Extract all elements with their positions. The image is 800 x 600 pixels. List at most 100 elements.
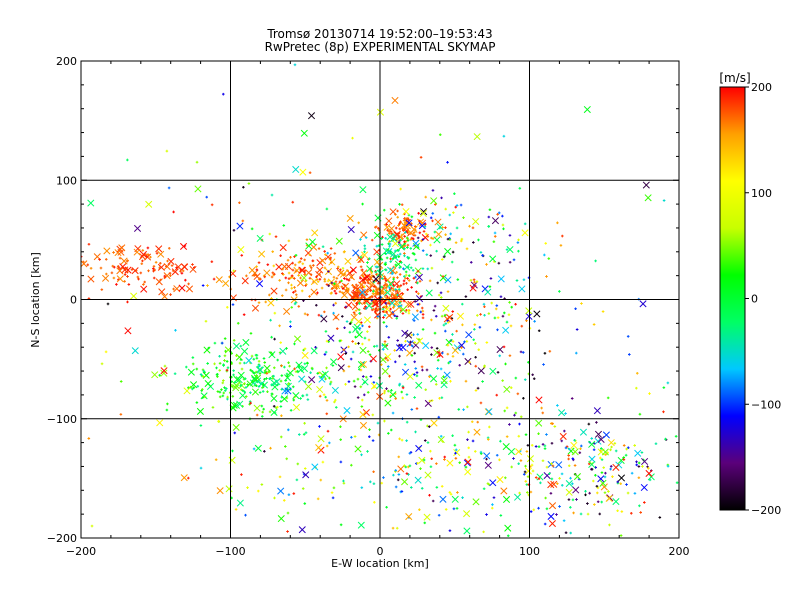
data-point-plus <box>152 269 155 273</box>
data-point-plus <box>564 531 568 534</box>
data-point-plus <box>363 247 367 250</box>
data-point-x <box>444 276 452 284</box>
data-point-plus <box>354 335 357 339</box>
data-point-plus <box>386 365 390 368</box>
data-point-plus <box>205 195 209 199</box>
data-point-plus <box>218 395 222 399</box>
data-point-plus <box>619 534 623 537</box>
data-point-plus <box>280 374 284 377</box>
data-point-plus <box>380 285 384 289</box>
data-point-x <box>469 284 477 292</box>
data-point-x <box>410 225 418 233</box>
data-point-plus <box>350 318 354 322</box>
data-point-plus <box>572 511 575 515</box>
data-point-plus <box>504 476 507 480</box>
data-point-plus <box>567 457 570 461</box>
data-point-plus <box>368 353 372 356</box>
data-point-plus <box>386 358 390 362</box>
data-point-plus <box>183 244 187 248</box>
data-point-plus <box>324 350 328 354</box>
data-point-plus <box>333 282 336 285</box>
data-point-plus <box>175 266 178 269</box>
data-point-x <box>439 495 447 503</box>
data-point-plus <box>495 393 499 397</box>
data-point-plus <box>402 299 406 303</box>
data-point-x <box>330 358 338 366</box>
y-tick-label: 200 <box>56 55 77 68</box>
data-point-plus <box>415 371 419 374</box>
data-point-x <box>489 367 497 375</box>
data-point-plus <box>389 428 393 432</box>
data-point-plus <box>341 291 344 295</box>
data-point-plus <box>407 218 410 221</box>
data-point-plus <box>467 455 471 459</box>
data-point-plus <box>472 278 476 282</box>
y-tick-label: −200 <box>47 532 77 545</box>
data-point-plus <box>440 314 444 318</box>
data-point-plus <box>316 497 320 501</box>
data-point-plus <box>545 507 549 511</box>
data-point-x <box>310 243 318 251</box>
data-point-plus <box>409 266 413 270</box>
data-point-x <box>647 473 655 481</box>
data-point-plus <box>469 261 473 264</box>
data-point-plus <box>294 269 298 273</box>
data-point-plus <box>293 277 296 280</box>
data-point-plus <box>398 227 402 231</box>
data-point-x <box>405 331 413 339</box>
data-point-plus <box>499 439 502 443</box>
data-point-plus <box>541 459 545 463</box>
data-point-plus <box>561 234 564 238</box>
data-point-plus <box>303 362 307 366</box>
data-point-plus <box>327 284 331 288</box>
data-point-plus <box>446 319 450 323</box>
data-point-plus <box>453 443 457 447</box>
data-point-plus <box>302 348 305 352</box>
data-point-plus <box>397 455 401 459</box>
data-point-plus <box>333 400 336 404</box>
data-point-plus <box>361 342 364 346</box>
data-point-plus <box>556 221 559 225</box>
data-point-plus <box>172 287 175 291</box>
data-point-x <box>242 338 250 346</box>
data-point-plus <box>510 305 514 309</box>
data-point-x <box>360 251 369 259</box>
data-point-x <box>477 367 485 375</box>
data-point-plus <box>320 286 324 290</box>
data-point-x <box>533 310 541 318</box>
data-point-plus <box>308 276 312 280</box>
data-point-x <box>216 487 224 495</box>
data-point-plus <box>410 333 413 337</box>
data-point-plus <box>392 233 396 237</box>
data-point-plus <box>431 237 435 240</box>
data-point-plus <box>329 247 333 250</box>
data-point-plus <box>167 246 171 250</box>
data-point-x <box>194 185 202 193</box>
data-point-plus <box>418 508 421 512</box>
data-point-x <box>315 444 323 452</box>
data-point-plus <box>391 411 395 415</box>
data-point-plus <box>273 272 276 276</box>
data-point-x <box>385 312 393 320</box>
data-point-plus <box>290 306 294 309</box>
data-point-plus <box>666 381 670 385</box>
data-point-plus <box>526 475 530 478</box>
data-point-plus <box>461 352 465 356</box>
data-point-plus <box>143 280 146 284</box>
data-point-plus <box>397 241 401 244</box>
data-point-x <box>617 474 626 482</box>
data-point-x <box>179 242 188 251</box>
data-point-plus <box>579 512 583 516</box>
data-point-plus <box>407 465 410 469</box>
data-point-plus <box>675 481 679 485</box>
data-point-plus <box>255 384 258 388</box>
data-point-plus <box>371 439 375 442</box>
data-point-plus <box>487 225 491 228</box>
data-point-plus <box>635 386 638 390</box>
data-point-plus <box>406 288 409 292</box>
data-point-plus <box>431 189 435 192</box>
data-point-x <box>456 312 465 320</box>
data-point-plus <box>474 450 477 453</box>
data-point-plus <box>349 357 353 361</box>
data-point-plus <box>424 222 427 226</box>
